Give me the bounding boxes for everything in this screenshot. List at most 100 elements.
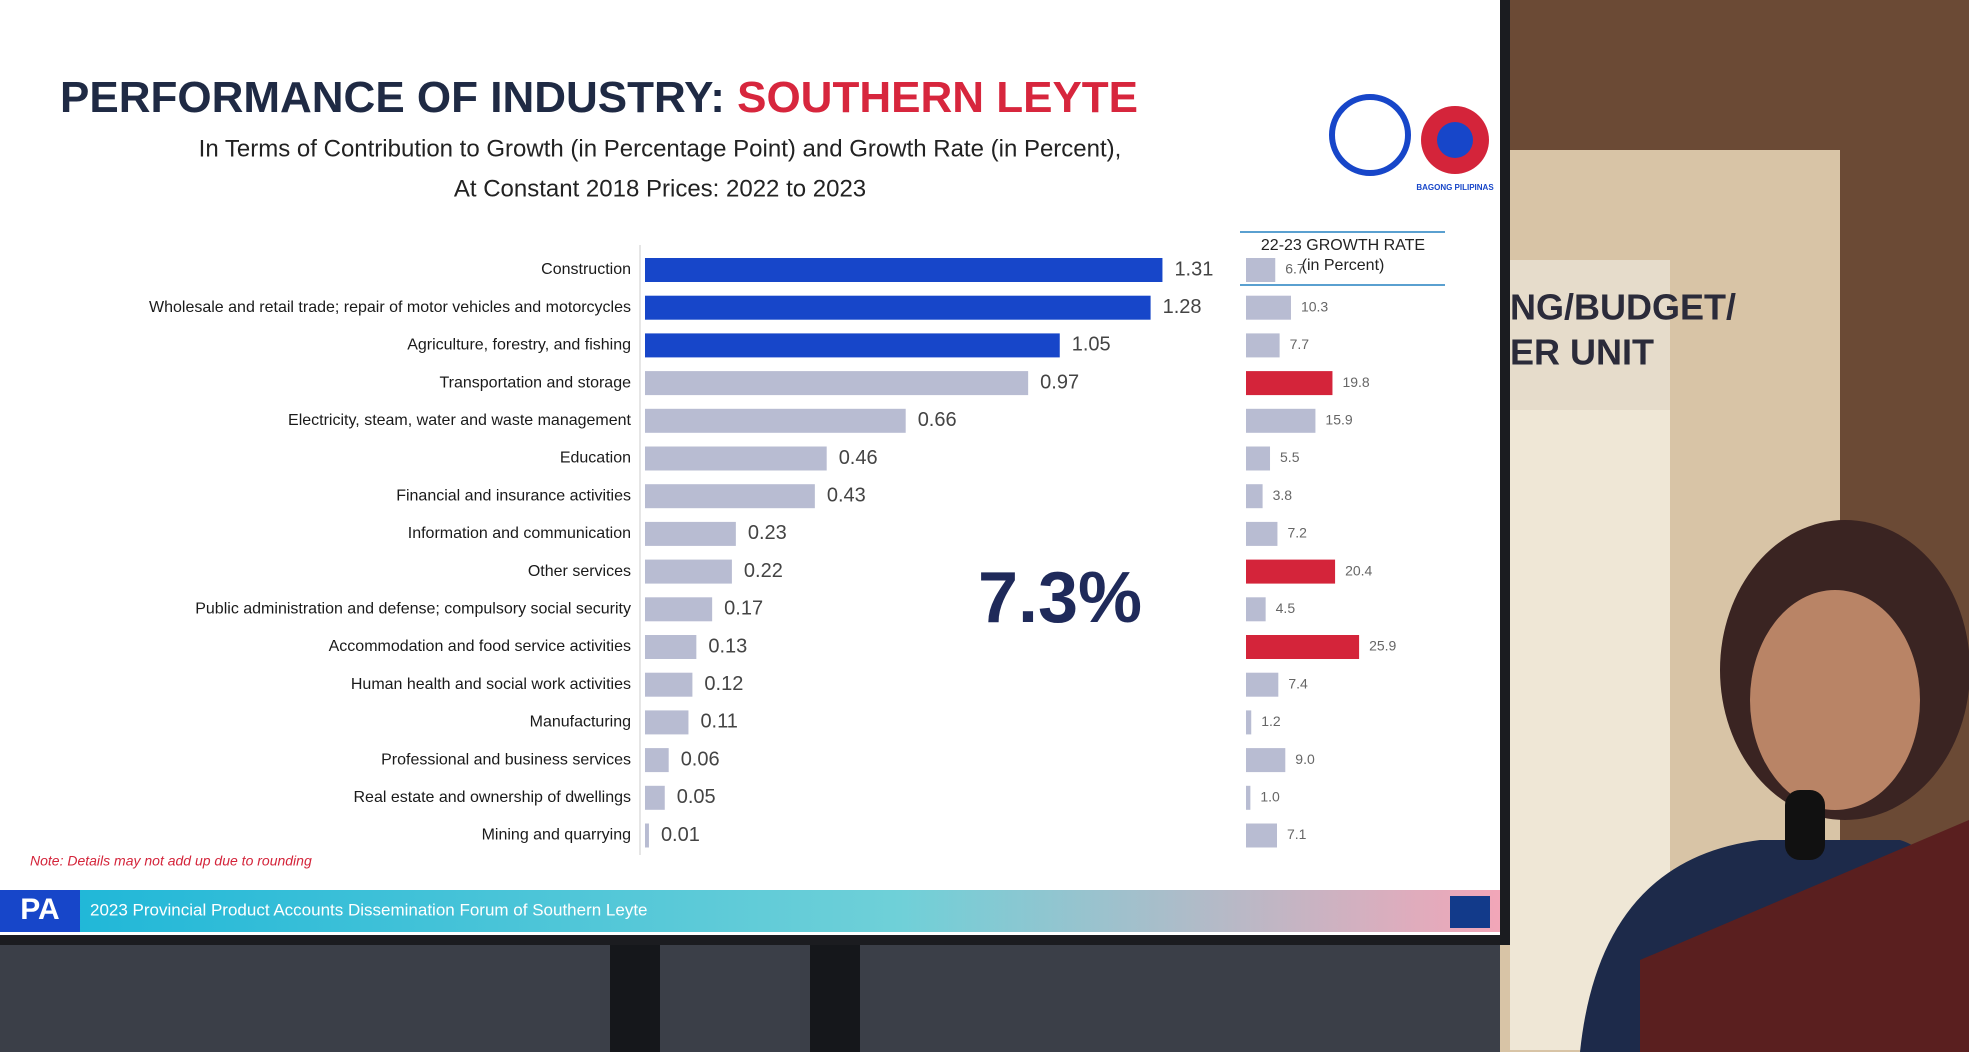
- value-label: 7.2: [1287, 525, 1307, 541]
- bar: [1246, 521, 1278, 546]
- face: [1750, 590, 1920, 810]
- category-label: Agriculture, forestry, and fishing: [407, 337, 631, 354]
- bar: [645, 408, 906, 433]
- bar: [645, 672, 693, 697]
- stand: [810, 945, 860, 1052]
- value-label: 0.17: [724, 598, 763, 620]
- bp-logo-inner: [1437, 122, 1473, 158]
- bar: [1246, 333, 1280, 358]
- bar: [645, 597, 713, 622]
- value-label: 10.3: [1301, 298, 1328, 314]
- category-label: Accommodation and food service activitie…: [329, 638, 631, 655]
- category-label: Information and communication: [408, 525, 631, 542]
- growth-subheader: (in Percent): [1302, 257, 1385, 274]
- value-label: 0.01: [661, 824, 700, 846]
- room-sign: ER UNIT: [1510, 332, 1654, 373]
- value-label: 0.06: [681, 748, 720, 770]
- bar: [1246, 597, 1266, 622]
- psa-logo: [1329, 94, 1411, 176]
- bar: [1246, 484, 1263, 509]
- microphone: [1785, 790, 1825, 860]
- category-label: Other services: [528, 563, 631, 580]
- subtitle: At Constant 2018 Prices: 2022 to 2023: [454, 175, 866, 202]
- title-highlight: SOUTHERN LEYTE: [737, 73, 1138, 122]
- value-label: 1.0: [1260, 789, 1280, 805]
- bar: [645, 295, 1151, 320]
- category-label: Transportation and storage: [439, 374, 631, 391]
- value-label: 9.0: [1295, 751, 1315, 767]
- value-label: 0.13: [708, 635, 747, 657]
- bar: [1246, 672, 1279, 697]
- footer-text: 2023 Provincial Product Accounts Dissemi…: [90, 900, 648, 919]
- bar: [645, 635, 697, 659]
- value-label: 7.4: [1288, 675, 1308, 691]
- bar: [1246, 371, 1333, 396]
- value-label: 0.12: [704, 673, 743, 695]
- value-label: 1.28: [1163, 296, 1202, 318]
- bar: [645, 446, 827, 471]
- bar: [1246, 823, 1278, 848]
- value-label: 0.23: [748, 522, 787, 544]
- footer-logo: PA: [20, 893, 59, 926]
- value-label: 0.66: [918, 409, 957, 431]
- bar: [1246, 635, 1360, 659]
- value-label: 0.43: [827, 484, 866, 506]
- below-screen: [0, 945, 1500, 1052]
- value-label: 0.46: [839, 447, 878, 469]
- value-label: 3.8: [1273, 487, 1293, 503]
- bar: [645, 333, 1060, 358]
- value-label: 6.7: [1285, 261, 1305, 277]
- bar: [645, 710, 689, 735]
- bar: [645, 559, 732, 584]
- category-label: Construction: [541, 261, 631, 278]
- category-label: Electricity, steam, water and waste mana…: [288, 412, 632, 429]
- value-label: 0.11: [700, 711, 737, 733]
- slide-title: PERFORMANCE OF INDUSTRY: SOUTHERN LEYTE: [60, 73, 1138, 122]
- footer-bar: [0, 890, 1500, 932]
- category-label: Real estate and ownership of dwellings: [354, 789, 632, 806]
- footer-logo-box: [0, 890, 80, 932]
- value-label: 0.97: [1040, 371, 1079, 393]
- value-label: 5.5: [1280, 449, 1300, 465]
- title-part: PERFORMANCE OF INDUSTRY:: [60, 73, 737, 122]
- subtitle: In Terms of Contribution to Growth (in P…: [199, 135, 1122, 162]
- category-label: Financial and insurance activities: [396, 487, 631, 504]
- value-label: 1.2: [1261, 713, 1281, 729]
- category-label: Manufacturing: [530, 714, 631, 731]
- bar: [1246, 408, 1316, 433]
- bar: [1246, 446, 1271, 471]
- bar: [645, 785, 665, 810]
- growth-header: 22-23 GROWTH RATE: [1261, 237, 1425, 254]
- bar: [645, 371, 1029, 396]
- value-label: 7.7: [1290, 336, 1310, 352]
- logo-caption: BAGONG PILIPINAS: [1416, 183, 1494, 192]
- bar: [1246, 710, 1252, 735]
- room-sign: NG/BUDGET/: [1510, 287, 1736, 328]
- bar: [1246, 559, 1336, 584]
- stand: [610, 945, 660, 1052]
- bar: [1246, 258, 1276, 282]
- total-growth: 7.3%: [978, 558, 1142, 638]
- note: Note: Details may not add up due to roun…: [30, 853, 312, 869]
- bar: [645, 823, 649, 848]
- category-label: Public administration and defense; compu…: [195, 601, 631, 618]
- value-label: 1.31: [1174, 258, 1213, 280]
- sign-board: [1500, 260, 1670, 410]
- category-label: Wholesale and retail trade; repair of mo…: [149, 299, 631, 316]
- category-label: Mining and quarrying: [482, 827, 631, 844]
- value-label: 7.1: [1287, 826, 1307, 842]
- value-label: 20.4: [1345, 562, 1372, 578]
- iso-badge: [1450, 896, 1490, 928]
- bar: [1246, 295, 1291, 320]
- bar: [645, 521, 736, 546]
- value-label: 1.05: [1072, 334, 1111, 356]
- value-label: 19.8: [1342, 374, 1369, 390]
- category-label: Human health and social work activities: [351, 676, 631, 693]
- bar: [1246, 748, 1286, 773]
- bar: [1246, 785, 1251, 810]
- value-label: 4.5: [1276, 600, 1296, 616]
- bar: [645, 484, 815, 509]
- bar: [645, 748, 669, 773]
